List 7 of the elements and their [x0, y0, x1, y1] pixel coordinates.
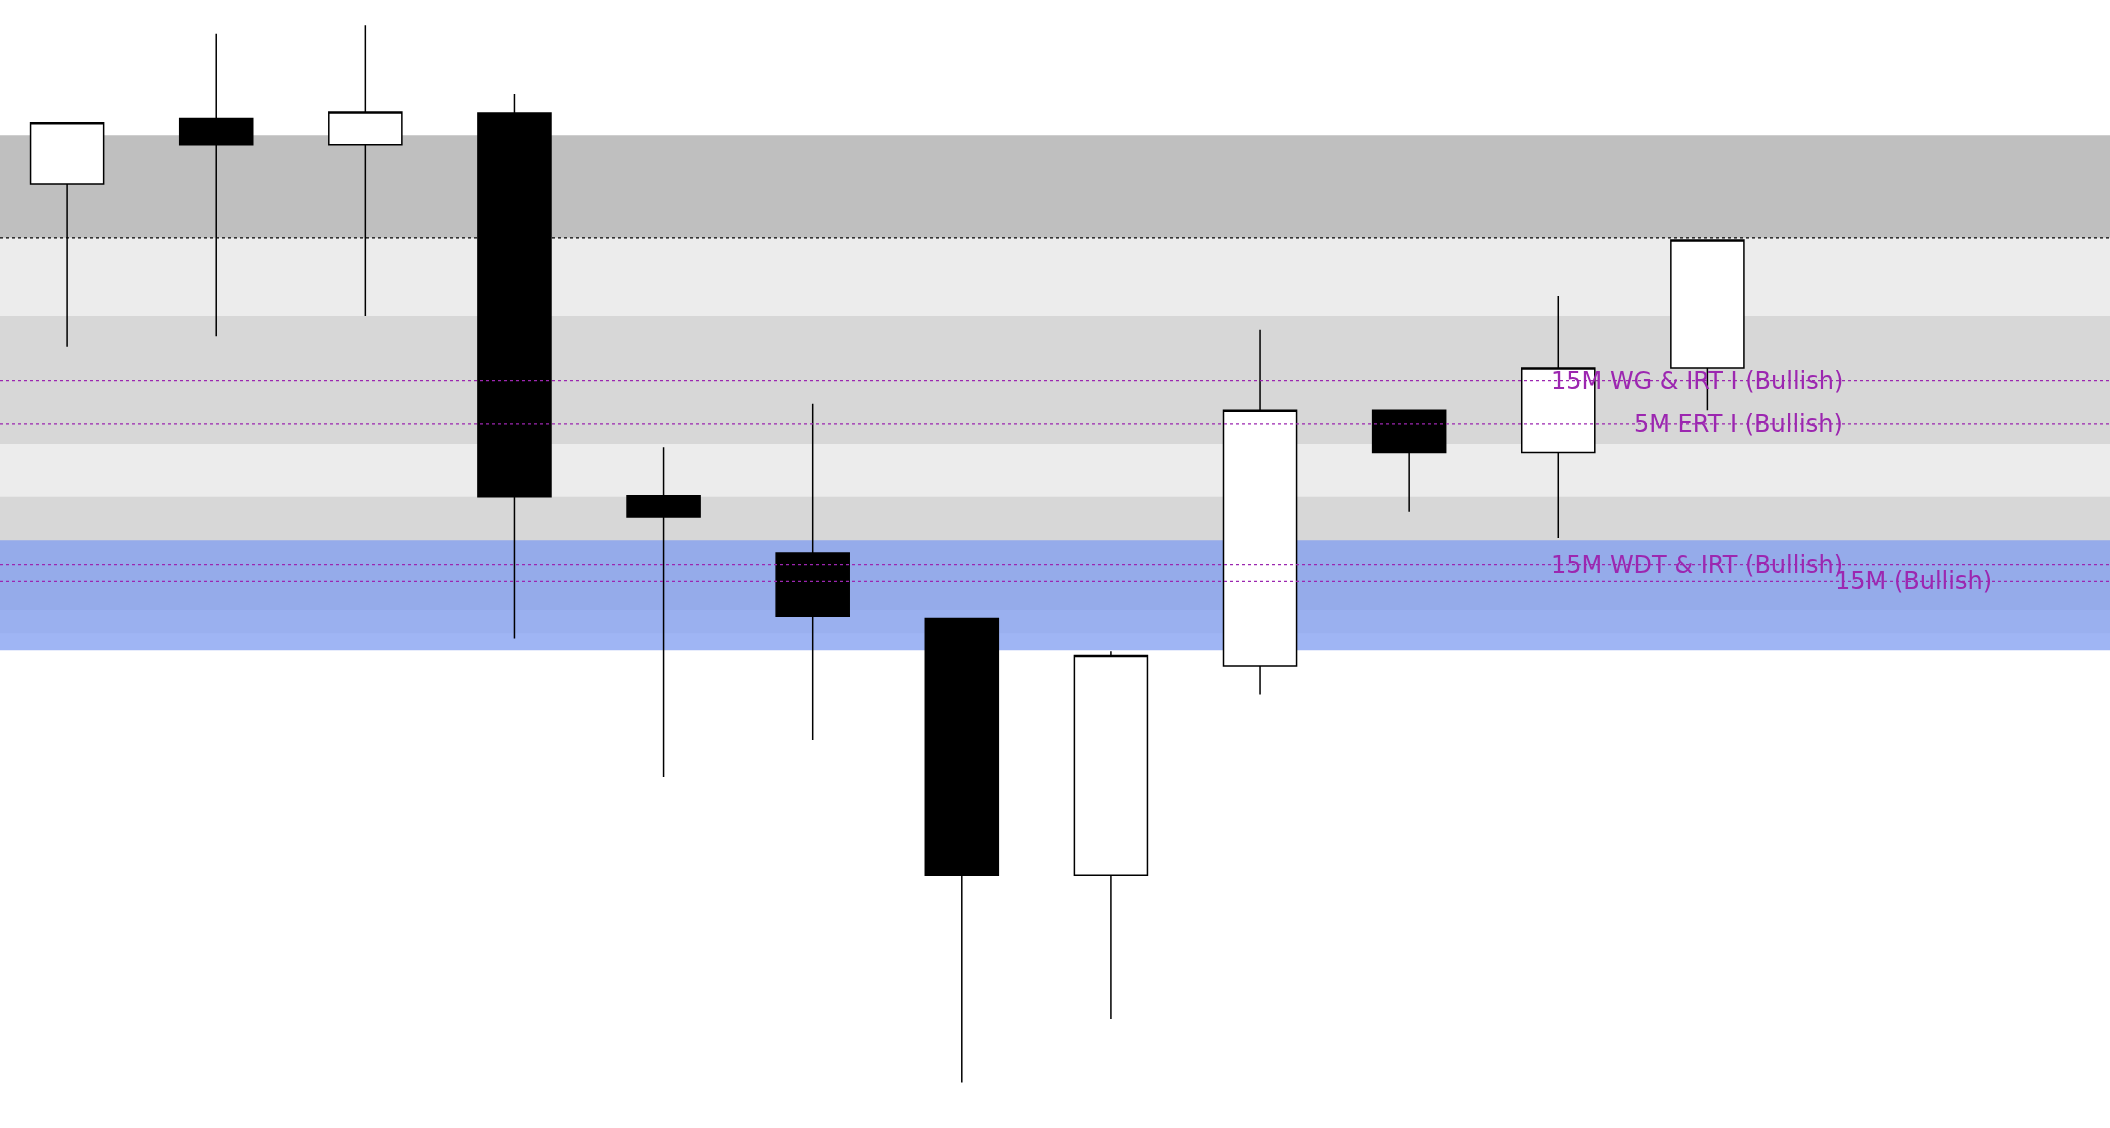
candlestick — [626, 446, 701, 778]
candlestick — [1371, 409, 1447, 513]
candlestick — [924, 617, 1000, 1084]
candlestick — [1222, 329, 1298, 696]
annotation: 5M ERT I (Bullish) — [1634, 410, 1843, 438]
candlestick — [1073, 650, 1149, 1020]
candlestick — [775, 403, 850, 741]
